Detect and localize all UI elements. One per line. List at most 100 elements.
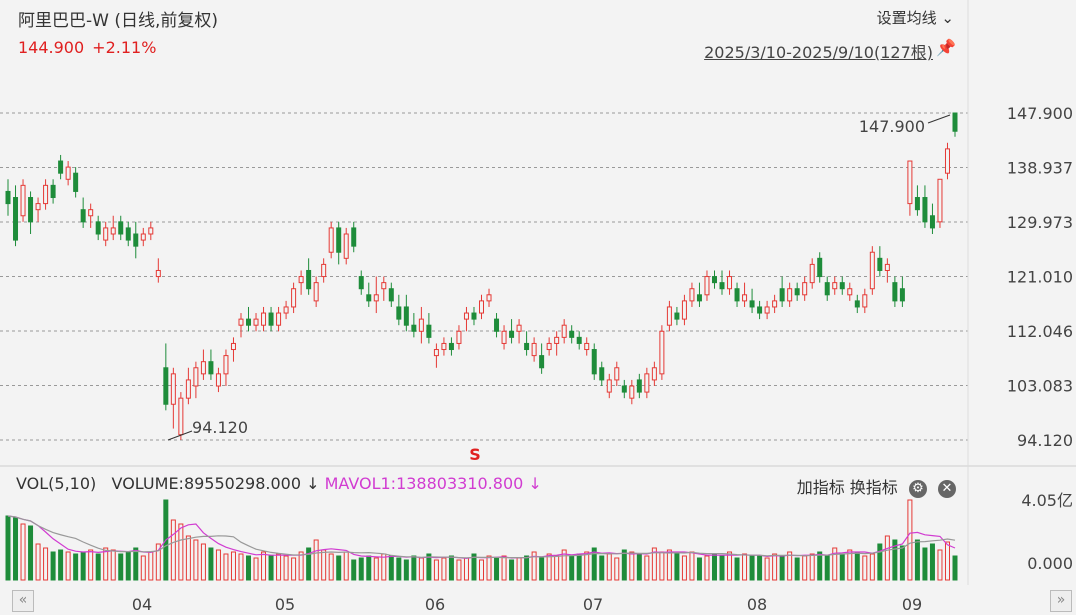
volume-bar [711,553,717,581]
candle-body [261,312,267,326]
candle-body [43,184,49,205]
volume-bar [764,557,770,581]
volume-bar [276,553,282,581]
volume-bar [110,549,116,581]
candle-body [133,233,139,247]
candle-body [884,263,890,271]
volume-bar [824,555,830,581]
volume-bar [291,557,297,581]
volume-bar [351,559,357,581]
candle-body [50,184,56,199]
volume-value: VOLUME:89550298.000 [111,474,301,493]
volume-bar [456,559,462,581]
volume-bar [170,519,176,581]
change-percent: +2.11% [92,38,157,57]
candle-body [696,294,702,302]
candle-body [208,361,214,375]
y-tick-label: 121.010 [1007,268,1073,287]
candle-body [110,227,116,235]
volume-bar [441,557,447,581]
candle-body [13,197,19,241]
volume-bar [576,553,582,581]
candle-body [73,172,79,192]
switch-indicator-button[interactable]: 换指标 [849,478,898,497]
candle-body [636,379,642,393]
volume-bar [569,555,575,581]
candle-body [88,209,94,217]
candle-body [599,367,605,381]
volume-bar [494,557,500,581]
volume-bar [681,555,687,581]
y-tick-label: 103.083 [1007,377,1073,396]
candle-body [291,288,297,308]
candle-body [569,330,575,338]
pin-icon[interactable]: 📌 [936,38,956,57]
price-readout: 144.900 +2.11% [18,38,164,57]
candle-body [509,330,515,338]
candle-body [351,227,357,247]
candle-body [95,221,101,235]
candle-body [298,276,304,284]
gear-icon[interactable]: ⚙ [908,479,927,498]
volume-bar [531,551,537,581]
scroll-left-button[interactable]: « [12,590,34,612]
candle-body [914,197,920,211]
candle-body [276,312,282,326]
add-indicator-button[interactable]: 加指标 [796,478,845,497]
candle-body [426,324,432,338]
volume-bar [238,553,244,581]
volume-bar [118,553,124,581]
candle-body [922,197,928,223]
volume-bar [381,553,387,581]
candle-body [238,318,244,326]
ma-settings-button[interactable]: 设置均线 ⌄ [877,7,954,28]
low-annotation: 94.120 [192,418,248,437]
volume-bar [5,515,11,581]
volume-bar [283,555,289,581]
volume-bar [787,551,793,581]
volume-bar [418,557,424,581]
candle-body [809,263,815,284]
volume-bar [433,559,439,581]
y-tick-label: 94.120 [1017,431,1073,450]
close-icon[interactable]: ✕ [938,479,956,498]
candle-body [35,203,41,211]
volume-bar [208,547,214,581]
candle-body [283,306,289,314]
volume-bar [125,551,131,581]
candle-body [148,227,154,235]
candle-body [494,318,500,332]
volume-bar [809,553,815,581]
volume-bar [343,551,349,581]
candle-body [178,397,184,436]
volume-bar [899,545,905,581]
volume-bar [20,523,26,581]
candle-body [118,221,124,235]
volume-bar [479,559,484,581]
candle-body [321,263,327,278]
volume-bar [298,551,304,581]
volume-bar [644,555,650,581]
candle-body [666,306,672,326]
volume-bar [155,543,161,581]
volume-bar [779,555,785,581]
candles-layer [5,112,958,440]
volume-arrow: ↓ [306,474,320,493]
volume-bar [178,523,184,581]
candle-body [952,112,958,132]
volume-bar [719,555,725,581]
scroll-right-button[interactable]: » [1050,590,1072,612]
date-range-link[interactable]: 2025/3/10-2025/9/10(127根) [704,43,933,62]
candle-body [411,324,417,332]
volume-bar [907,499,913,581]
indicator-tools: 加指标 换指标 ⚙ ✕ [797,474,956,498]
candle-body [659,330,665,375]
candle-body [561,324,567,338]
candle-body [253,318,259,326]
candle-body [546,342,552,351]
candle-body [749,300,755,308]
volume-bar [651,547,657,581]
volume-bar [65,551,71,581]
volume-bar [448,555,454,581]
